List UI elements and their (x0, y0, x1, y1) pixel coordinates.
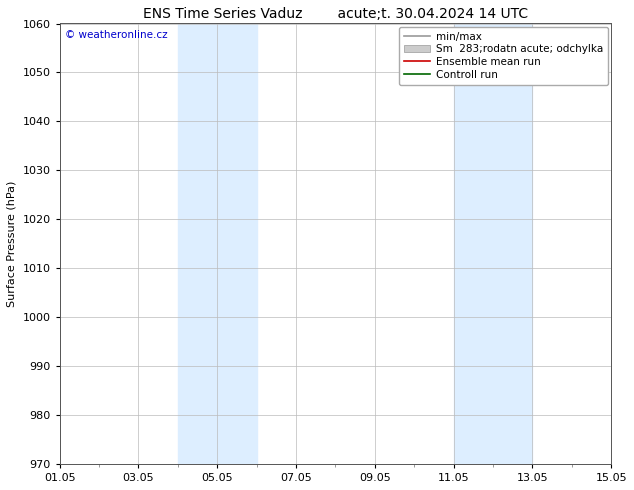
Text: © weatheronline.cz: © weatheronline.cz (65, 30, 168, 40)
Title: ENS Time Series Vaduz        acute;t. 30.04.2024 14 UTC: ENS Time Series Vaduz acute;t. 30.04.202… (143, 7, 528, 21)
Bar (178, 24, 257, 464)
Legend: min/max, Sm  283;rodatn acute; odchylka, Ensemble mean run, Controll run: min/max, Sm 283;rodatn acute; odchylka, … (399, 26, 608, 85)
Bar (454, 24, 533, 464)
Y-axis label: Surface Pressure (hPa): Surface Pressure (hPa) (7, 181, 17, 307)
